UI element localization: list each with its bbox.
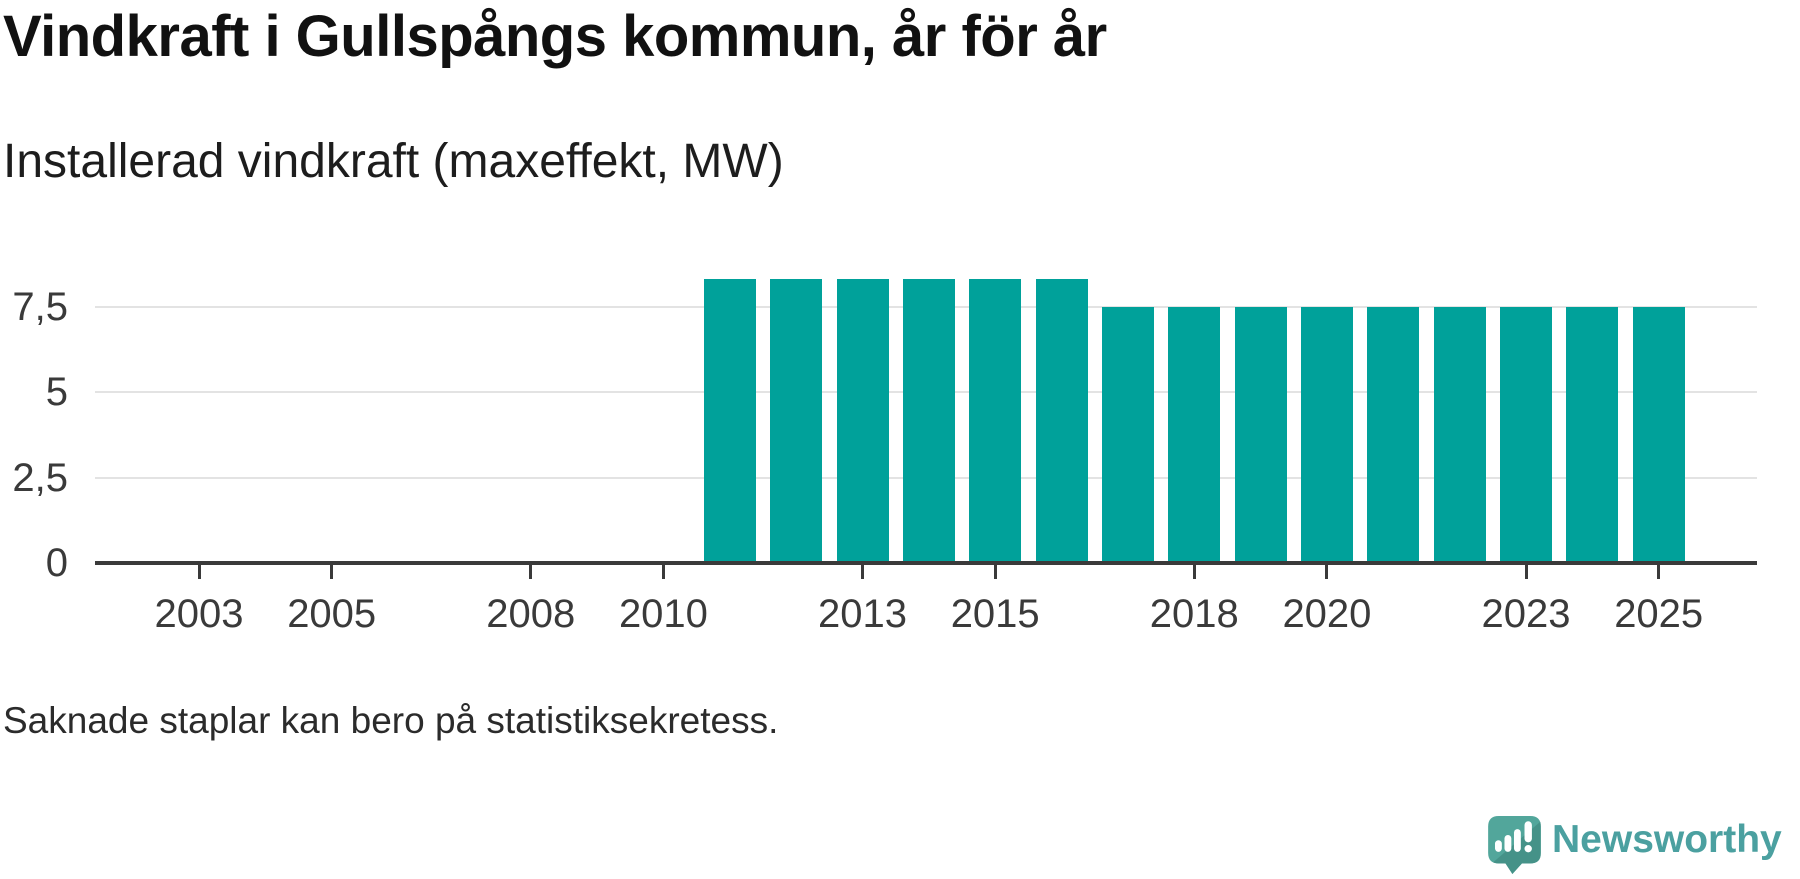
bar-2019: [1234, 306, 1287, 563]
bar-2014: [902, 279, 955, 563]
x-axis-label: 2015: [950, 592, 1040, 636]
bar-2018: [1168, 306, 1221, 563]
x-axis-label: 2005: [287, 592, 377, 636]
x-axis-tick: [1325, 565, 1329, 579]
x-axis-tick: [1192, 565, 1196, 579]
bar-2022: [1433, 306, 1486, 563]
x-axis-label: 2010: [618, 592, 708, 636]
bar-2024: [1566, 306, 1619, 563]
x-axis-line: [95, 561, 1757, 565]
y-axis-label: 5: [45, 370, 68, 414]
newsworthy-logo: Newsworthy: [1488, 816, 1782, 876]
x-axis-tick: [993, 565, 997, 579]
bar-2012: [770, 279, 823, 563]
x-axis-tick: [661, 565, 665, 579]
x-axis-label: 2003: [154, 592, 244, 636]
bar-2021: [1367, 306, 1420, 563]
x-axis-tick: [861, 565, 864, 579]
bar-2011: [703, 279, 756, 563]
newsworthy-wordmark: Newsworthy: [1552, 818, 1782, 861]
bar-2023: [1500, 306, 1552, 563]
x-axis-tick: [529, 565, 533, 579]
x-axis-label: 2020: [1282, 592, 1372, 636]
x-axis-tick: [197, 565, 201, 579]
bar-2017: [1101, 306, 1154, 563]
y-axis-label: 0: [45, 541, 68, 585]
y-axis-label: 2,5: [12, 455, 68, 500]
y-axis-label: 7,5: [12, 284, 68, 329]
bar-2013: [836, 279, 889, 563]
footnote: Saknade staplar kan bero på statistiksek…: [3, 700, 779, 741]
x-axis-label: 2023: [1481, 592, 1571, 636]
x-axis-label: 2018: [1149, 592, 1239, 636]
x-axis-label: 2025: [1614, 592, 1704, 636]
x-axis-label: 2013: [818, 592, 907, 636]
bar-2015: [969, 279, 1022, 563]
x-axis-label: 2008: [486, 592, 576, 636]
bar-2025: [1632, 306, 1685, 563]
x-axis-tick: [330, 565, 334, 579]
x-axis-tick: [1657, 565, 1661, 579]
chart-title: Vindkraft i Gullspångs kommun, år för år: [3, 4, 1107, 69]
bar-2020: [1300, 306, 1353, 563]
x-axis-tick: [1524, 565, 1528, 579]
bar-2016: [1035, 279, 1088, 563]
newsworthy-bubble-chart-icon: [1488, 816, 1541, 874]
chart-subtitle: Installerad vindkraft (maxeffekt, MW): [3, 135, 784, 188]
